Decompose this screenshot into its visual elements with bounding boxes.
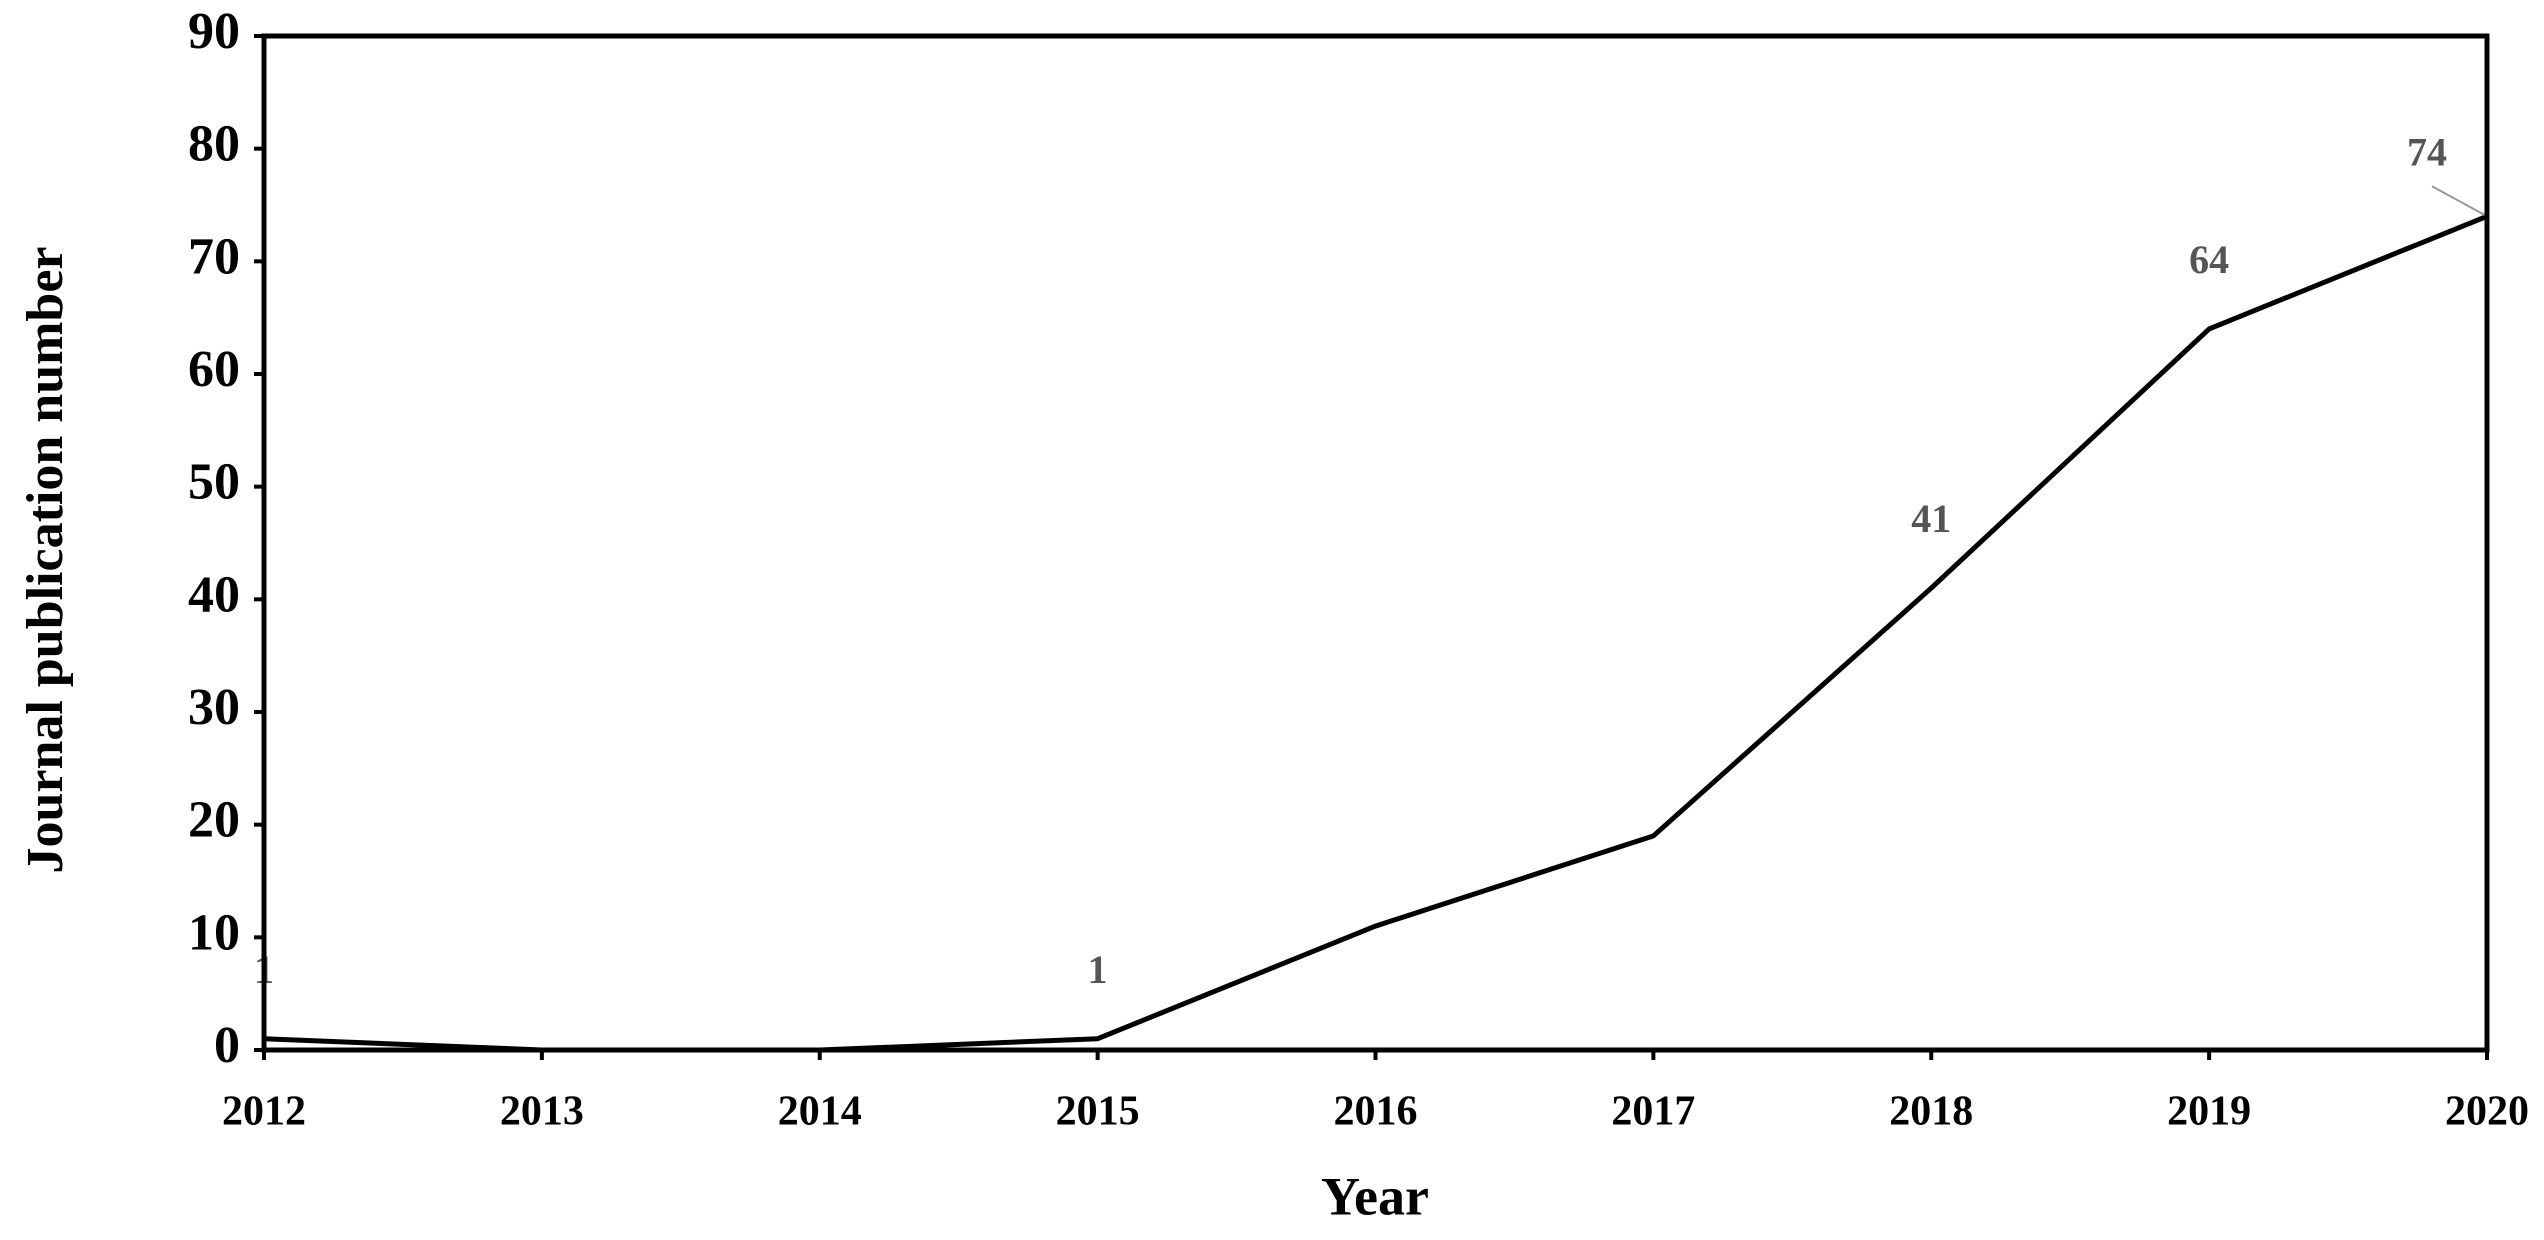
x-tick-label: 2013 [500,1089,584,1135]
y-tick-label: 20 [188,792,240,849]
label-leader [2431,185,2488,218]
x-tick-label: 2018 [1889,1089,1973,1135]
x-tick-label: 2016 [1334,1089,1418,1135]
y-tick-label: 40 [188,566,240,623]
x-tick-label: 2017 [1611,1089,1695,1135]
y-tick-label: 70 [188,228,240,285]
data-label: 74 [2407,129,2447,174]
y-tick-label: 0 [214,1017,240,1074]
data-line [263,213,2488,1053]
data-label: 64 [2189,237,2229,282]
x-tick-label: 2020 [2445,1089,2529,1135]
y-tick-label: 30 [188,679,240,736]
x-tick-label: 2014 [778,1089,862,1135]
y-tick-label: 10 [188,904,240,961]
y-tick-label: 50 [188,454,240,511]
data-label: 1 [1088,947,1108,992]
x-tick-label: 2015 [1056,1089,1140,1135]
x-axis-title: Year [1321,1166,1429,1226]
x-tick-label: 2019 [2167,1089,2251,1135]
y-axis-title: Journal publication number [17,246,74,873]
data-label: 41 [1911,496,1951,541]
y-tick-label: 80 [188,116,240,173]
y-tick-label: 90 [188,3,240,60]
y-tick-label: 60 [188,341,240,398]
x-tick-label: 2012 [222,1089,306,1135]
plot-frame [261,33,2490,1053]
